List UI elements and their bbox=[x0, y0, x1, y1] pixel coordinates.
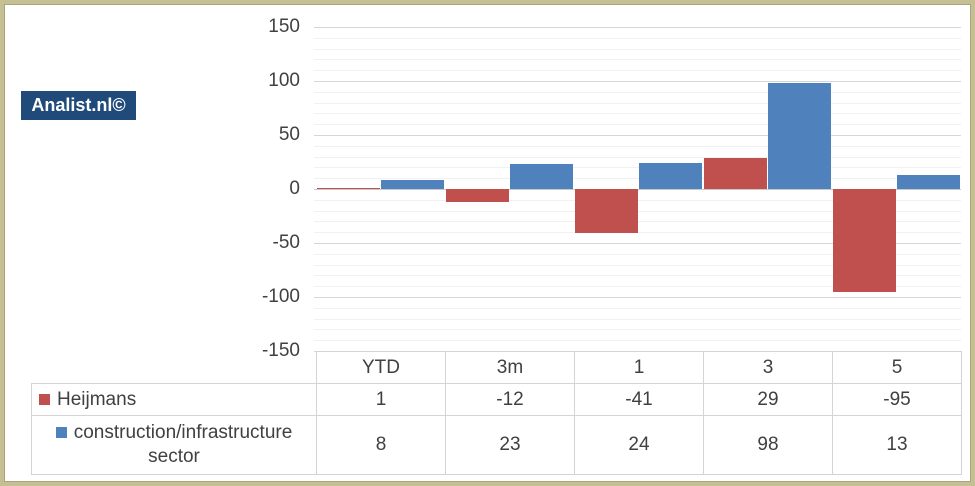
legend-swatch-icon bbox=[39, 393, 50, 405]
y-axis-tick-label: -50 bbox=[272, 232, 300, 253]
bar-construction-infrastructure-sector-1 bbox=[639, 163, 702, 189]
minor-gridline bbox=[314, 340, 961, 341]
legend-label: Heijmans bbox=[57, 388, 137, 410]
table-header-cell: 3 bbox=[703, 351, 833, 384]
y-axis-tick-label: -150 bbox=[261, 340, 300, 361]
plot-area: 150 100 50 0 -50 -100 -150 bbox=[4, 4, 971, 482]
minor-gridline bbox=[314, 70, 961, 71]
minor-gridline bbox=[314, 286, 961, 287]
bar-heijmans-1 bbox=[575, 189, 638, 234]
table-header-cell: YTD bbox=[316, 351, 446, 384]
major-gridline bbox=[314, 297, 961, 298]
legend-swatch-icon bbox=[55, 427, 67, 438]
bar-construction-infrastructure-sector-3m bbox=[510, 164, 573, 189]
bar-heijmans-ytd bbox=[317, 187, 380, 189]
legend-label: sector bbox=[148, 446, 200, 467]
minor-gridline bbox=[314, 103, 961, 104]
major-gridline bbox=[314, 81, 961, 82]
minor-gridline bbox=[314, 178, 961, 179]
table-value-cell: 1 bbox=[316, 383, 446, 416]
table-value-cell: 29 bbox=[703, 383, 833, 416]
minor-gridline bbox=[314, 319, 961, 320]
table-value-cell: -95 bbox=[832, 383, 962, 416]
bar-construction-infrastructure-sector-5 bbox=[897, 174, 960, 189]
bar-construction-infrastructure-sector-3 bbox=[768, 83, 831, 189]
bar-construction-infrastructure-sector-ytd bbox=[381, 180, 444, 189]
table-header-cell: 1 bbox=[574, 351, 704, 384]
y-axis-tick-label: 150 bbox=[268, 16, 300, 37]
table-value-cell: 23 bbox=[445, 415, 575, 475]
minor-gridline bbox=[314, 329, 961, 330]
table-value-cell: 24 bbox=[574, 415, 704, 475]
minor-gridline bbox=[314, 254, 961, 255]
y-axis-tick-label: 0 bbox=[289, 178, 300, 199]
analist-logo: Analist.nl© bbox=[21, 91, 136, 120]
minor-gridline bbox=[314, 124, 961, 125]
minor-gridline bbox=[314, 92, 961, 93]
minor-gridline bbox=[314, 308, 961, 309]
legend-cell: construction/infrastructure sector bbox=[31, 415, 317, 475]
bar-heijmans-3m bbox=[446, 189, 509, 202]
table-header-cell: 3m bbox=[445, 351, 575, 384]
table-value-cell: -41 bbox=[574, 383, 704, 416]
table-corner-cell bbox=[32, 352, 317, 384]
table-value-cell: 8 bbox=[316, 415, 446, 475]
minor-gridline bbox=[314, 146, 961, 147]
minor-gridline bbox=[314, 265, 961, 266]
minor-gridline bbox=[314, 157, 961, 158]
major-gridline bbox=[314, 135, 961, 136]
major-gridline bbox=[314, 27, 961, 28]
major-gridline bbox=[314, 243, 961, 244]
minor-gridline bbox=[314, 59, 961, 60]
table-value-cell: 98 bbox=[703, 415, 833, 475]
y-axis-tick-label: -100 bbox=[261, 286, 300, 307]
table-value-cell: -12 bbox=[445, 383, 575, 416]
minor-gridline bbox=[314, 38, 961, 39]
minor-gridline bbox=[314, 49, 961, 50]
legend-label: construction/infrastructure bbox=[73, 422, 293, 443]
table-value-cell: 13 bbox=[832, 415, 962, 475]
data-table: YTD 3m 1 3 5 Heijmans 1 -12 -41 29 -95 construction… bbox=[31, 351, 962, 475]
minor-gridline bbox=[314, 167, 961, 168]
bar-heijmans-5 bbox=[833, 189, 896, 292]
minor-gridline bbox=[314, 113, 961, 114]
minor-gridline bbox=[314, 275, 961, 276]
y-axis-tick-label: 50 bbox=[278, 124, 300, 145]
bar-heijmans-3 bbox=[704, 157, 767, 189]
legend-cell: Heijmans bbox=[31, 383, 317, 416]
y-axis-tick-label: 100 bbox=[268, 70, 300, 91]
table-header-cell: 5 bbox=[832, 351, 962, 384]
